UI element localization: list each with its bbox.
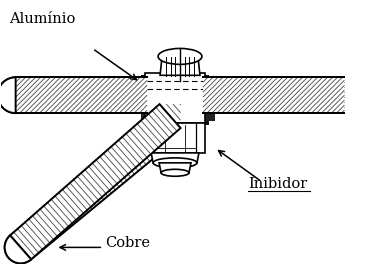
Wedge shape [0, 77, 16, 113]
Polygon shape [16, 77, 344, 113]
Polygon shape [160, 56, 200, 75]
Polygon shape [145, 73, 205, 123]
Ellipse shape [158, 48, 202, 64]
Polygon shape [203, 77, 344, 113]
Ellipse shape [161, 169, 189, 176]
Polygon shape [151, 153, 199, 163]
Text: Alumínio: Alumínio [9, 12, 75, 26]
Polygon shape [203, 77, 215, 121]
Polygon shape [159, 163, 191, 173]
Polygon shape [10, 108, 185, 260]
Wedge shape [5, 235, 31, 263]
Polygon shape [141, 75, 209, 125]
Text: Inibidor: Inibidor [248, 177, 307, 191]
Wedge shape [0, 77, 16, 113]
Ellipse shape [153, 158, 197, 168]
Polygon shape [145, 123, 205, 153]
Text: Cobre: Cobre [105, 236, 150, 250]
Wedge shape [5, 235, 31, 263]
Polygon shape [16, 77, 147, 113]
Polygon shape [141, 77, 147, 121]
Polygon shape [10, 104, 181, 259]
